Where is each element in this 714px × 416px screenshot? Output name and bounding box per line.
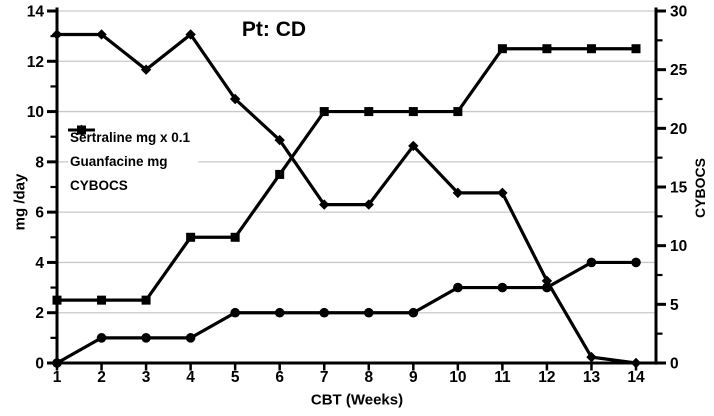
x-axis-title: CBT (Weeks) <box>310 391 404 409</box>
left-axis-tick-label: 0 <box>35 356 44 373</box>
x-axis-tick-label: 7 <box>320 369 329 386</box>
legend: Sertraline mg x 0.1 Guanfacine mg CYBOCS <box>68 124 199 200</box>
right-axis-tick-label: 20 <box>670 121 687 138</box>
data-point-sertraline <box>364 107 374 117</box>
left-axis-title: mg /day <box>11 173 29 231</box>
legend-item-cybocs: CYBOCS <box>68 124 190 198</box>
data-point-guanfacine <box>185 333 196 343</box>
x-axis-tick-label: 9 <box>409 369 418 386</box>
series-line-guanfacine <box>56 260 636 365</box>
data-point-cybocs <box>274 134 285 146</box>
data-point-sertraline <box>497 44 507 54</box>
data-point-sertraline <box>97 295 107 305</box>
right-axis-tick-label: 5 <box>670 297 679 314</box>
series-line-cybocs <box>57 32 637 365</box>
data-point-guanfacine <box>363 307 374 318</box>
data-point-guanfacine <box>141 333 151 343</box>
x-axis-tick-label: 12 <box>538 369 555 386</box>
data-point-sertraline <box>408 107 418 117</box>
data-point-cybocs <box>408 140 419 152</box>
legend-label-cybocs: CYBOCS <box>70 178 128 194</box>
left-axis-tick-label: 6 <box>35 205 44 222</box>
x-axis-tick-label: 13 <box>583 369 601 386</box>
right-axis-tick-label: 10 <box>670 238 687 255</box>
data-point-cybocs <box>185 29 196 40</box>
left-axis-tick-label: 4 <box>35 255 44 272</box>
data-point-cybocs <box>319 199 330 210</box>
left-axis-tick-label: 2 <box>35 305 44 322</box>
data-point-sertraline <box>319 107 329 117</box>
x-axis-tick-label: 10 <box>449 369 466 386</box>
data-point-guanfacine <box>96 333 107 343</box>
data-point-sertraline <box>631 44 641 54</box>
right-axis-tick-label: 0 <box>670 356 679 373</box>
right-axis-tick-label: 30 <box>670 4 687 21</box>
data-point-sertraline <box>542 44 552 54</box>
data-point-cybocs <box>586 351 597 363</box>
data-point-cybocs <box>140 64 152 75</box>
diamond-marker-icon <box>68 124 95 136</box>
legend-label-guanfacine: Guanfacine mg <box>70 154 168 170</box>
x-axis-tick-label: 4 <box>186 369 195 386</box>
x-axis-tick-label: 1 <box>53 369 62 386</box>
x-axis-tick-label: 11 <box>494 369 511 386</box>
data-point-cybocs <box>363 199 374 210</box>
left-axis-tick-label: 8 <box>35 154 44 171</box>
data-point-guanfacine <box>586 257 597 268</box>
data-point-guanfacine <box>408 307 419 318</box>
data-point-sertraline <box>141 295 151 305</box>
data-point-guanfacine <box>230 307 240 318</box>
right-axis-tick-label: 15 <box>670 180 688 197</box>
data-point-sertraline <box>275 169 285 179</box>
x-axis-tick-label: 6 <box>275 369 284 386</box>
data-point-sertraline <box>186 232 196 242</box>
left-axis-tick-label: 14 <box>27 4 45 21</box>
data-point-cybocs <box>497 187 508 199</box>
data-point-cybocs <box>96 29 107 40</box>
x-axis-tick-label: 8 <box>364 369 373 386</box>
left-axis-tick-label: 10 <box>27 104 44 121</box>
data-point-guanfacine <box>319 307 330 318</box>
data-point-sertraline <box>453 107 463 117</box>
data-point-sertraline <box>230 232 240 242</box>
chart-title: Pt: CD <box>241 18 307 41</box>
x-axis-tick-label: 3 <box>142 369 151 386</box>
right-axis-tick-label: 25 <box>670 62 688 79</box>
x-axis-tick-label: 2 <box>97 369 106 386</box>
data-point-guanfacine <box>631 257 641 268</box>
legend-label-sertraline: Sertraline mg x 0.1 <box>70 130 191 146</box>
left-axis-tick-label: 12 <box>27 54 44 71</box>
right-axis-title: CYBOCS <box>692 158 708 218</box>
data-point-guanfacine <box>274 307 285 318</box>
data-point-guanfacine <box>497 282 508 293</box>
data-point-cybocs <box>229 93 241 105</box>
series-line-sertraline <box>57 47 636 302</box>
data-point-cybocs <box>541 275 553 287</box>
data-point-sertraline <box>586 44 596 54</box>
data-point-cybocs <box>452 187 464 199</box>
x-axis-tick-label: 5 <box>231 369 240 386</box>
x-axis-tick-label: 14 <box>627 369 645 386</box>
legend-item-guanfacine: Guanfacine mg <box>68 125 190 174</box>
data-point-guanfacine <box>453 282 463 293</box>
